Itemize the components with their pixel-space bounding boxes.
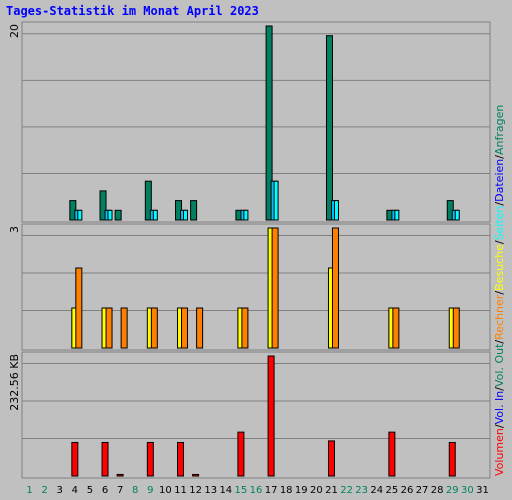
y-max-label-requests: 20 — [8, 24, 21, 38]
bar-requests-anfragen-day-9 — [144, 180, 152, 221]
bar-requests-seiten-day-15 — [243, 209, 249, 221]
day-label-3: 3 — [57, 485, 63, 496]
legend-item-1: / — [493, 424, 506, 428]
bar-visits-rechner-day-7 — [120, 307, 128, 349]
day-label-23: 23 — [355, 485, 368, 496]
panel-requests — [21, 21, 491, 223]
day-label-27: 27 — [416, 485, 429, 496]
day-label-26: 26 — [401, 485, 414, 496]
bar-requests-anfragen-day-6 — [99, 190, 107, 221]
y-max-label-visits: 3 — [8, 226, 21, 233]
day-label-31: 31 — [476, 485, 489, 496]
day-label-2: 2 — [41, 485, 47, 496]
legend-item-11: / — [493, 202, 506, 206]
bar-visits-rechner-day-25 — [392, 307, 400, 349]
chart-legend: Volumen/Vol. In/Vol. Out/Rechner/Besuche… — [493, 105, 506, 476]
bar-volume-volumen-day-6 — [101, 441, 109, 477]
bar-volume-volumen-day-7 — [116, 473, 124, 477]
legend-item-5: / — [493, 340, 506, 344]
bar-requests-seiten-day-6 — [107, 209, 113, 221]
chart-title: Tages-Statistik im Monat April 2023 — [6, 4, 259, 18]
bar-visits-rechner-day-15 — [241, 307, 249, 349]
day-label-15: 15 — [235, 485, 248, 496]
legend-item-0: Volumen — [493, 428, 506, 476]
day-label-10: 10 — [159, 485, 172, 496]
bar-requests-seiten-day-4 — [77, 209, 83, 221]
legend-item-13: / — [493, 155, 506, 159]
legend-item-14: Anfragen — [493, 105, 506, 155]
bar-volume-volumen-day-11 — [177, 441, 185, 477]
day-label-21: 21 — [325, 485, 338, 496]
bar-visits-rechner-day-4 — [75, 267, 83, 349]
day-label-28: 28 — [431, 485, 444, 496]
bar-requests-seiten-day-21 — [333, 200, 339, 221]
bar-visits-rechner-day-29 — [452, 307, 460, 349]
bar-volume-volumen-day-29 — [448, 441, 456, 477]
day-label-13: 13 — [204, 485, 217, 496]
day-label-11: 11 — [174, 485, 187, 496]
bar-requests-anfragen-day-17 — [265, 25, 273, 221]
legend-item-10: Seiten — [493, 206, 506, 241]
bar-requests-anfragen-day-21 — [325, 35, 333, 221]
bar-requests-anfragen-day-12 — [190, 200, 198, 221]
legend-item-4: Vol. Out — [493, 343, 506, 387]
legend-item-3: / — [493, 387, 506, 391]
legend-item-2: Vol. In — [493, 391, 506, 425]
bar-volume-volumen-day-4 — [71, 441, 79, 477]
bar-visits-rechner-day-21 — [331, 227, 339, 349]
legend-item-6: Rechner — [493, 294, 506, 340]
day-label-1: 1 — [26, 485, 32, 496]
bar-requests-seiten-day-11 — [183, 209, 189, 221]
legend-item-8: Besuche — [493, 244, 506, 291]
bar-requests-seiten-day-17 — [273, 180, 279, 221]
panel-visits — [21, 223, 491, 351]
chart-panels — [21, 21, 491, 479]
bar-visits-rechner-day-12 — [196, 307, 204, 349]
bar-volume-volumen-day-15 — [237, 431, 245, 477]
day-label-30: 30 — [461, 485, 474, 496]
bar-requests-anfragen-day-7 — [114, 209, 122, 221]
day-label-5: 5 — [87, 485, 93, 496]
bar-visits-rechner-day-9 — [150, 307, 158, 349]
panel-frame — [21, 223, 491, 351]
day-label-7: 7 — [117, 485, 123, 496]
day-label-18: 18 — [280, 485, 293, 496]
y-max-label-volume: 232.56 KB — [8, 354, 21, 411]
bar-requests-seiten-day-29 — [454, 209, 460, 221]
y-axis-labels: 20 3 232.56 KB — [8, 24, 21, 411]
day-label-24: 24 — [370, 485, 383, 496]
day-label-25: 25 — [386, 485, 399, 496]
panel-frame — [21, 21, 491, 223]
panel-volume — [21, 351, 491, 479]
day-label-8: 8 — [132, 485, 138, 496]
day-label-16: 16 — [250, 485, 263, 496]
bar-volume-volumen-day-25 — [388, 431, 396, 477]
day-label-20: 20 — [310, 485, 323, 496]
bar-volume-volumen-day-12 — [192, 473, 200, 477]
bar-visits-rechner-day-11 — [181, 307, 189, 349]
legend-item-7: / — [493, 291, 506, 295]
day-label-19: 19 — [295, 485, 308, 496]
day-label-4: 4 — [72, 485, 78, 496]
day-label-14: 14 — [219, 485, 232, 496]
bar-volume-volumen-day-9 — [146, 441, 154, 477]
day-label-9: 9 — [147, 485, 153, 496]
day-label-6: 6 — [102, 485, 108, 496]
bar-visits-rechner-day-17 — [271, 227, 279, 349]
day-label-22: 22 — [340, 485, 353, 496]
x-axis-day-labels: 1 2 3 4 5 6 7 8 9 10 11 12 13 14 15 16 17 18 19 20 21 22 23 24 2… — [26, 485, 488, 496]
bar-volume-volumen-day-17 — [267, 355, 275, 477]
bar-visits-rechner-day-6 — [105, 307, 113, 349]
legend-item-12: Dateien — [493, 159, 506, 202]
bar-requests-seiten-day-25 — [394, 209, 400, 221]
legend-item-9: / — [493, 240, 506, 244]
panel-frame — [21, 351, 491, 479]
bar-volume-volumen-day-21 — [327, 440, 335, 477]
day-label-17: 17 — [265, 485, 278, 496]
day-label-12: 12 — [189, 485, 202, 496]
bar-requests-seiten-day-9 — [152, 209, 158, 221]
day-label-29: 29 — [446, 485, 459, 496]
